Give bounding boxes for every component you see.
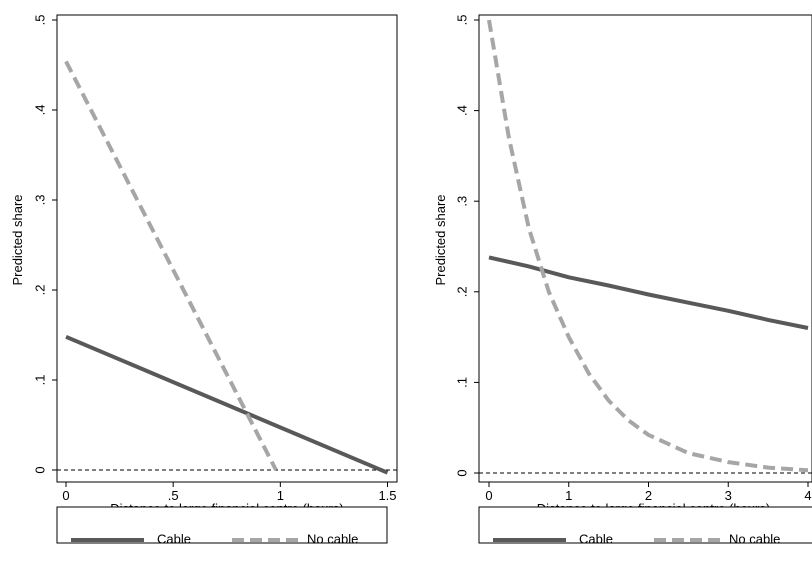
series-line-cable	[488, 255, 809, 330]
x-tick-label: 2	[645, 488, 652, 503]
y-tick-label: .1	[454, 377, 469, 388]
y-tick-label: .2	[454, 286, 469, 297]
y-tick-label: .5	[454, 15, 469, 26]
legend-label: Cable	[579, 531, 613, 546]
y-tick-label: .4	[32, 105, 47, 116]
x-tick-label: 0	[62, 488, 69, 503]
y-axis-label: Predicted share	[433, 194, 448, 285]
legend-box	[478, 506, 812, 544]
series-line-cable	[65, 334, 389, 475]
x-tick-label: .5	[168, 488, 179, 503]
legend: Cable No cable	[478, 506, 812, 546]
y-tick-label: .1	[32, 375, 47, 386]
legend-label: No cable	[729, 531, 780, 546]
chart-panel-1: 0.1.2.3.4.50.511.5Distance to large fina…	[10, 14, 398, 546]
y-tick-label: .2	[32, 285, 47, 296]
x-tick-label: 0	[485, 488, 492, 503]
legend-label: No cable	[307, 531, 358, 546]
y-tick-label: 0	[454, 469, 469, 476]
plot-frame	[478, 14, 812, 483]
series-line-no-cable	[64, 60, 278, 471]
y-tick-label: .3	[32, 195, 47, 206]
series-line-no-cable	[487, 19, 809, 473]
legend-box	[56, 506, 388, 544]
y-tick-label: .3	[454, 196, 469, 207]
legend-label: Cable	[157, 531, 191, 546]
chart-panel-2: 0.1.2.3.4.501234Distance to large financ…	[433, 14, 812, 546]
y-tick-label: 0	[32, 466, 47, 473]
y-tick-label: .4	[454, 105, 469, 116]
x-tick-label: 1	[277, 488, 284, 503]
y-axis-label: Predicted share	[10, 194, 25, 285]
plot-frame	[56, 14, 398, 483]
x-tick-label: 3	[725, 488, 732, 503]
y-tick-label: .5	[32, 15, 47, 26]
x-tick-label: 1	[565, 488, 572, 503]
legend: Cable No cable	[56, 506, 388, 546]
x-tick-label: 4	[804, 488, 811, 503]
x-tick-label: 1.5	[378, 488, 396, 503]
